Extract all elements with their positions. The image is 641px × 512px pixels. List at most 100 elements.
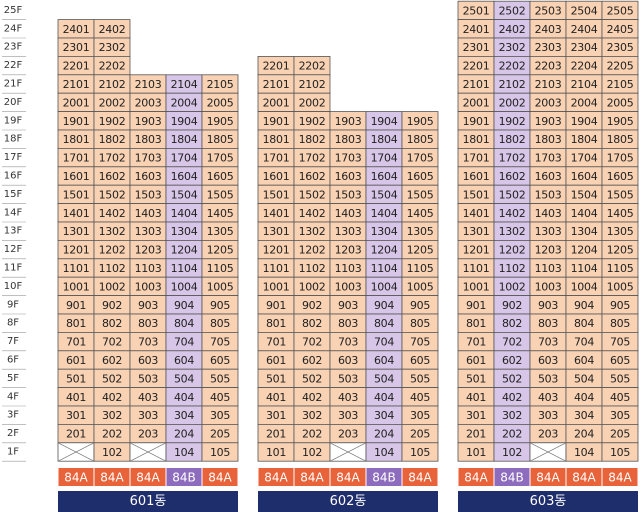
unit-label: 1802 [99, 133, 126, 146]
unit-label: 2004 [571, 96, 598, 109]
type-cell [366, 468, 402, 486]
unit-label: 805 [610, 317, 630, 330]
unit-label: 502 [102, 372, 122, 385]
unit-label: 801 [466, 317, 486, 330]
unit-label: 604 [374, 354, 394, 367]
unit-label: 1403 [335, 207, 362, 220]
unit-label: 1504 [171, 188, 198, 201]
unit-label: 1003 [335, 280, 362, 293]
unit-label: 1304 [171, 225, 198, 238]
floor-label: 7F [7, 336, 19, 347]
unit-label: 505 [610, 372, 630, 385]
unit-label: 403 [538, 391, 558, 404]
unit-label: 1804 [171, 133, 198, 146]
unit-label: 1802 [299, 133, 326, 146]
unit-label: 1103 [335, 262, 362, 275]
unit-label: 1901 [63, 115, 90, 128]
unit-label: 1702 [99, 152, 126, 165]
unit-label: 305 [610, 409, 630, 422]
unit-label: 104 [374, 446, 394, 459]
unit-label: 1705 [607, 152, 634, 165]
unit-label: 1701 [63, 152, 90, 165]
unit-label: 1305 [607, 225, 634, 238]
unit-label: 1104 [371, 262, 398, 275]
unit-label: 1404 [371, 207, 398, 220]
unit-label: 1705 [407, 152, 434, 165]
unit-label: 304 [174, 409, 194, 422]
unit-label: 1902 [499, 115, 526, 128]
unit-label: 601 [66, 354, 86, 367]
unit-label: 303 [138, 409, 158, 422]
unit-label: 2003 [135, 96, 162, 109]
unit-label: 104 [174, 446, 194, 459]
unit-label: 1401 [263, 207, 290, 220]
unit-label: 1404 [571, 207, 598, 220]
unit-label: 304 [374, 409, 394, 422]
floor-label: 5F [7, 373, 19, 384]
unit-label: 2302 [99, 41, 126, 54]
unit-label: 1105 [607, 262, 634, 275]
unit-label: 201 [66, 428, 86, 441]
unit-label: 1202 [99, 244, 126, 257]
unit-label: 105 [610, 446, 630, 459]
unit-label: 305 [210, 409, 230, 422]
type-label: 84B [500, 471, 524, 485]
unit-label: 1502 [99, 188, 126, 201]
unit-label: 1902 [99, 115, 126, 128]
unit-label: 1502 [499, 188, 526, 201]
unit-label: 505 [410, 372, 430, 385]
unit-label: 1203 [535, 244, 562, 257]
unit-label: 1202 [499, 244, 526, 257]
unit-label: 1104 [571, 262, 598, 275]
unit-label: 1901 [463, 115, 490, 128]
unit-label: 1603 [535, 170, 562, 183]
unit-label: 702 [502, 336, 522, 349]
unit-label: 905 [210, 299, 230, 312]
floor-label: 18F [4, 134, 23, 145]
unit-label: 2203 [535, 60, 562, 73]
unit-label: 501 [266, 372, 286, 385]
unit-label: 1305 [407, 225, 434, 238]
unit-label: 904 [374, 299, 394, 312]
unit-label: 402 [302, 391, 322, 404]
unit-label: 1302 [299, 225, 326, 238]
unit-label: 2201 [63, 60, 90, 73]
building-name: 601동 [130, 494, 167, 509]
unit-label: 2001 [263, 96, 290, 109]
unit-label: 205 [210, 428, 230, 441]
floor-label: 15F [4, 189, 23, 200]
unit-label: 1904 [171, 115, 198, 128]
unit-label: 1205 [407, 244, 434, 257]
unit-label: 503 [538, 372, 558, 385]
unit-label: 803 [538, 317, 558, 330]
unit-label: 504 [374, 372, 394, 385]
type-cell [530, 468, 566, 486]
floor-label: 22F [4, 60, 23, 71]
unit-label: 1402 [299, 207, 326, 220]
unit-label: 803 [338, 317, 358, 330]
unit-label: 2302 [499, 41, 526, 54]
unit-label: 204 [174, 428, 194, 441]
type-cell [202, 468, 238, 486]
unit-label: 1703 [135, 152, 162, 165]
unit-label: 1203 [335, 244, 362, 257]
unit-label: 101 [266, 446, 286, 459]
unit-label: 404 [574, 391, 594, 404]
unit-label: 1205 [207, 244, 234, 257]
floor-label: 11F [4, 263, 23, 274]
unit-label: 105 [410, 446, 430, 459]
type-cell [602, 468, 638, 486]
unit-label: 805 [210, 317, 230, 330]
unit-label: 104 [574, 446, 594, 459]
unit-label: 1704 [371, 152, 398, 165]
floor-label: 13F [4, 226, 23, 237]
unit-label: 1601 [463, 170, 490, 183]
unit-label: 905 [610, 299, 630, 312]
unit-label: 701 [66, 336, 86, 349]
unit-label: 1003 [135, 280, 162, 293]
unit-label: 1001 [63, 280, 90, 293]
unit-label: 1003 [535, 280, 562, 293]
unit-label: 401 [466, 391, 486, 404]
unit-label: 1403 [535, 207, 562, 220]
unit-label: 102 [302, 446, 322, 459]
